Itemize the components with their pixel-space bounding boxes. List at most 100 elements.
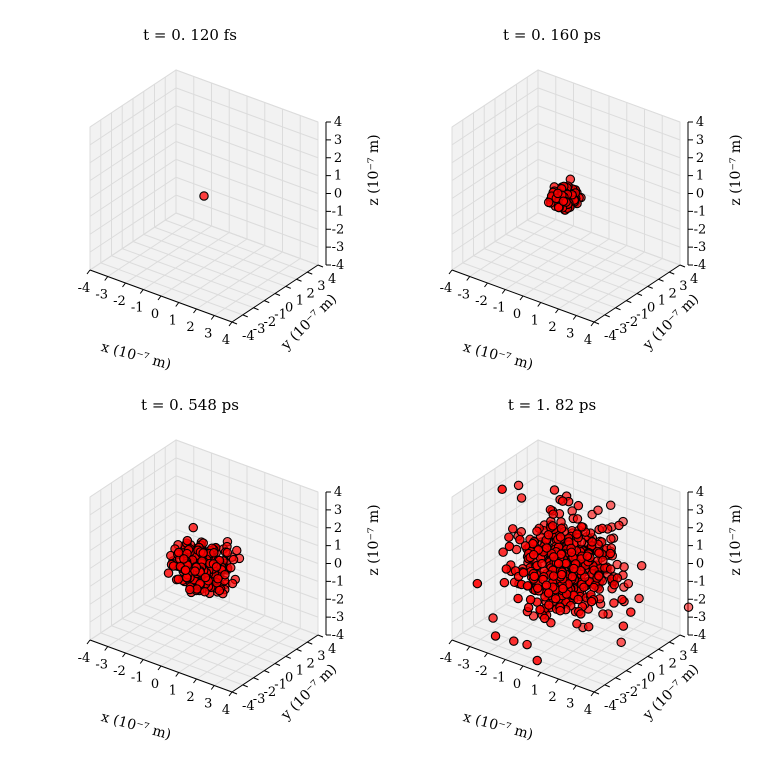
x-tick [193,678,197,684]
x-tick [484,282,488,288]
y-tick-label: 2 [669,286,677,301]
data-point [586,596,597,607]
y-tick-label: 0 [647,301,655,316]
gridline [558,251,645,310]
data-point [179,554,189,564]
points [199,191,209,201]
panel-1: t = 0. 120 fs-4-4-4-3-3-3-2-2-2-1 -1-10 00… [78,26,382,373]
data-point [573,594,583,605]
data-point [532,655,542,666]
data-point [598,609,608,619]
x-tick [86,639,91,645]
gridline [575,258,663,316]
z-tick-label: -3 [694,610,707,625]
gridline [175,69,319,123]
data-point [220,569,230,580]
gridline [143,233,286,287]
y-tick-label: 4 [328,642,336,657]
data-point [508,524,518,534]
data-point [173,547,184,558]
y-tick [593,691,600,695]
data-point [583,621,594,632]
data-point [520,541,531,551]
z-tick-label: -4 [694,258,707,273]
data-point [513,480,524,491]
data-point [566,547,577,558]
x-tick [537,672,542,677]
data-point [185,584,195,595]
data-point [188,522,199,533]
z-axis-label: z (10⁻⁷ m) [366,504,382,575]
data-point [472,578,483,589]
x-tick [139,289,144,294]
y-tick [636,663,643,666]
y-tick [274,663,281,666]
data-point [516,527,527,537]
x-tick [555,678,559,684]
gridline [132,611,276,664]
x-tick-label: 1 [531,684,539,699]
grid [89,69,319,323]
x-tick-label: 3 [566,327,574,342]
z-tick-label: 4 [696,485,704,500]
data-point [576,609,586,619]
data-point [537,558,547,569]
y-tick-label: -2 [626,685,639,700]
z-tick-label: -3 [332,610,345,625]
y-tick-label: -1 [636,678,649,693]
data-point [541,543,552,553]
data-point [504,541,515,552]
z-tick-label: -3 [694,240,707,255]
data-point [231,545,242,556]
x-axis-label: x (10⁻⁷ m) [99,339,173,373]
x-tick [157,295,162,301]
y-tick [658,278,664,282]
gridline [89,475,177,534]
gridline [537,141,681,194]
z-tick-label: -2 [694,222,707,237]
x-tick [122,282,126,288]
data-point [498,547,508,557]
z-tick-label: 2 [334,521,342,536]
data-point [532,526,542,536]
x-tick-label: -1 [131,671,144,686]
x-tick [210,685,215,690]
y-tick-label: -1 [636,308,649,323]
data-point [200,572,211,583]
z-tick-label: 4 [334,485,342,500]
gridline [494,241,638,294]
x-tick-label: -3 [95,658,108,673]
data-point [490,631,501,641]
gridline [89,141,177,199]
x-tick-label: 4 [584,703,592,718]
data-point [550,593,561,604]
z-tick-label: -1 [694,574,707,589]
data-point [182,535,193,546]
gridline [89,105,177,164]
x-tick [86,269,91,275]
y-tick [264,300,270,304]
data-point [173,574,184,585]
data-point [567,571,578,582]
gridline [178,245,266,303]
panel-title: t = 0. 548 ps [141,396,239,414]
gridline [175,87,319,141]
data-point [518,567,529,578]
data-point [609,598,619,608]
data-point [543,588,554,598]
z-tick-label: 0 [696,187,704,202]
y-tick-label: 3 [317,649,325,664]
gridline [143,603,286,657]
z-tick-label: 4 [696,115,704,130]
y-tick-label: -2 [626,315,639,330]
y-tick [647,285,653,289]
y-tick-label: -1 [274,678,287,693]
gridline [451,87,539,146]
gridline [89,123,177,182]
y-tick-label: 2 [669,656,677,671]
gridline [516,226,659,280]
x-tick [484,652,488,658]
y-tick-label: 4 [690,642,698,657]
data-point [516,493,527,503]
z-tick-label: -4 [694,628,707,643]
